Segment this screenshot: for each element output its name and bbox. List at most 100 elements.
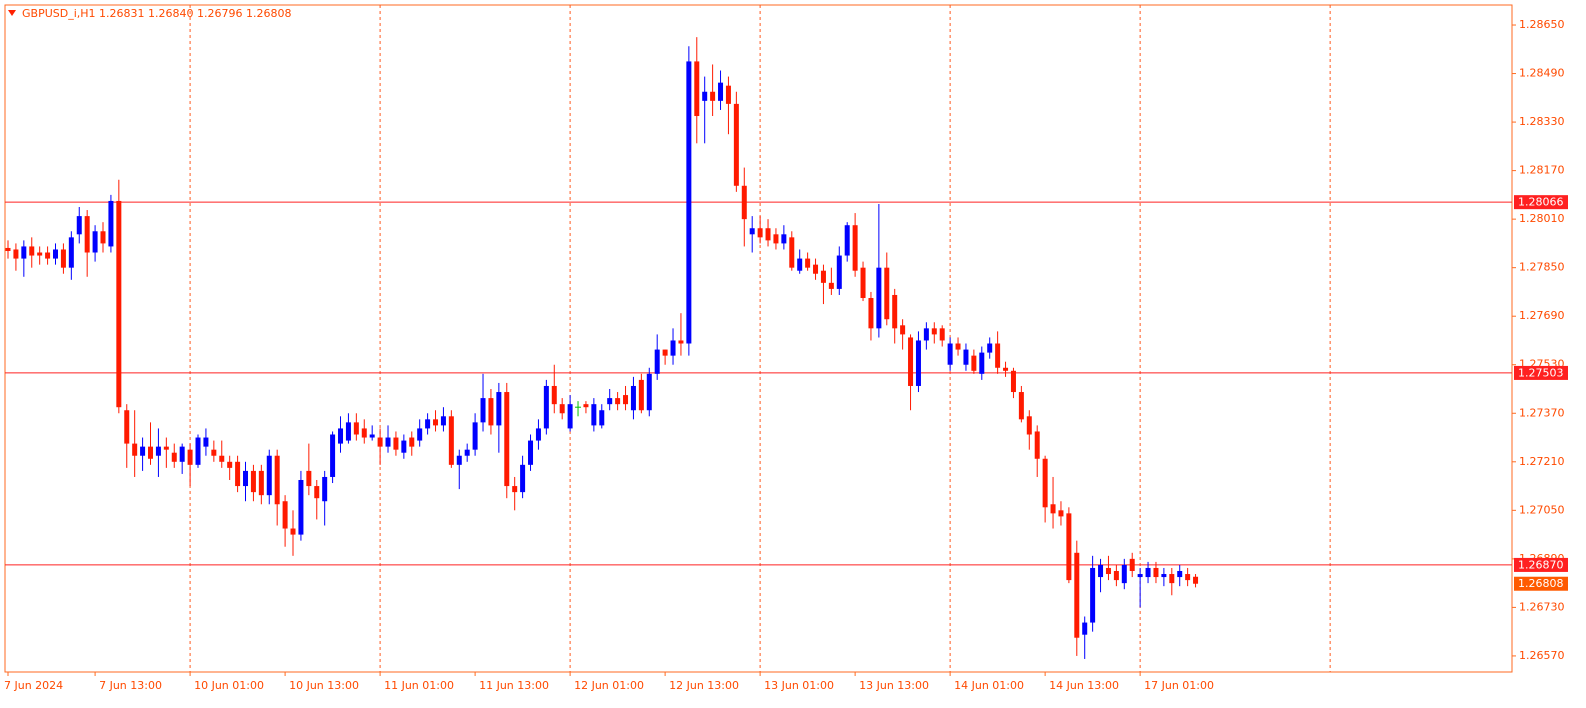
hline-label: 1.26870 (1518, 558, 1564, 571)
candle-body (852, 225, 858, 271)
candle-body (1090, 567, 1096, 623)
candle-body (1169, 574, 1175, 584)
y-tick-label: 1.28490 (1519, 67, 1565, 80)
x-tick-label: 13 Jun 13:00 (859, 679, 929, 692)
candle-body (551, 385, 557, 405)
candle-body (409, 437, 415, 447)
candle-body (464, 449, 470, 456)
candle-body (1074, 552, 1080, 638)
candle-body (1145, 567, 1151, 578)
candle-body (591, 404, 597, 426)
x-tick-label: 7 Jun 2024 (4, 679, 63, 692)
hline-label: 1.27503 (1518, 366, 1564, 379)
candle-body (686, 61, 692, 344)
candle-body (520, 464, 526, 493)
candle-body (773, 234, 779, 244)
candle-body (124, 410, 130, 444)
candle-body (630, 385, 636, 411)
candle-body (456, 455, 462, 465)
x-tick-label: 14 Jun 13:00 (1049, 679, 1119, 692)
candle-body (599, 410, 605, 426)
candle-body (583, 404, 589, 408)
candle-body (163, 446, 169, 450)
candle-body (1153, 567, 1159, 578)
candle-body (741, 185, 747, 220)
chart-title: GBPUSD_i,H1 1.26831 1.26840 1.26796 1.26… (22, 7, 291, 20)
y-tick-label: 1.28010 (1519, 212, 1565, 225)
candle-body (1129, 558, 1135, 571)
candle-body (345, 422, 351, 441)
x-tick-label: 11 Jun 01:00 (384, 679, 454, 692)
candle-body (923, 328, 929, 341)
candle-body (369, 434, 375, 438)
candle-body (322, 476, 328, 502)
candle-body (678, 340, 684, 344)
x-tick-label: 11 Jun 13:00 (479, 679, 549, 692)
candle-body (361, 428, 367, 438)
candle-body (1010, 370, 1016, 393)
candle-body (195, 437, 201, 465)
candle-body (718, 82, 724, 101)
candle-body (543, 385, 549, 429)
candle-body (971, 355, 977, 371)
candle-body (892, 294, 898, 329)
candle-body (76, 216, 82, 235)
candle-body (694, 61, 700, 117)
candle-body (290, 528, 296, 535)
candle-body (227, 461, 233, 468)
y-tick-label: 1.26570 (1519, 649, 1565, 662)
candle-body (1034, 431, 1040, 459)
candle-body (979, 352, 985, 374)
candle-body (725, 85, 731, 104)
candle-body (13, 249, 19, 259)
candle-body (512, 486, 518, 493)
x-tick-label: 14 Jun 01:00 (954, 679, 1024, 692)
y-tick-label: 1.27850 (1519, 261, 1565, 274)
candle-body (45, 252, 51, 259)
candle-body (765, 228, 771, 241)
candle-body (179, 446, 185, 462)
candle-body (53, 249, 59, 259)
candle-body (148, 446, 154, 459)
x-tick-label: 13 Jun 01:00 (764, 679, 834, 692)
x-tick-label: 10 Jun 01:00 (194, 679, 264, 692)
candle-body (1121, 564, 1127, 584)
candle-body (243, 470, 249, 487)
candle-body (789, 237, 795, 268)
candle-body (306, 470, 312, 487)
candle-body (132, 443, 138, 456)
candle-body (654, 349, 660, 374)
candle-body (915, 340, 921, 386)
candle-body (433, 419, 439, 426)
candle-body (60, 249, 66, 268)
candle-body (623, 395, 629, 405)
candle-body (805, 258, 811, 268)
y-tick-label: 1.27690 (1519, 309, 1565, 322)
x-tick-label: 7 Jun 13:00 (99, 679, 162, 692)
candle-body (900, 325, 906, 335)
candle-body (987, 343, 993, 353)
candle-body (947, 343, 953, 365)
candle-body (140, 446, 146, 456)
candle-body (860, 267, 866, 299)
candle-body (781, 234, 787, 244)
candle-body (338, 428, 344, 444)
candle-body (377, 437, 383, 447)
candle-body (1066, 513, 1072, 581)
candle-body (219, 455, 225, 462)
candle-body (235, 461, 241, 487)
candle-body (504, 392, 510, 487)
candle-body (211, 449, 217, 456)
title-arrow (8, 10, 16, 16)
candle-body (844, 225, 850, 256)
candle-body (733, 103, 739, 186)
price-label-box (1514, 576, 1568, 591)
candle-body (282, 501, 288, 529)
y-tick-label: 1.28170 (1519, 164, 1565, 177)
candle-body (559, 404, 565, 414)
hline-label-box (1514, 365, 1568, 380)
candle-body (868, 298, 874, 329)
candle-body (1042, 458, 1048, 508)
candle-body (171, 452, 177, 462)
